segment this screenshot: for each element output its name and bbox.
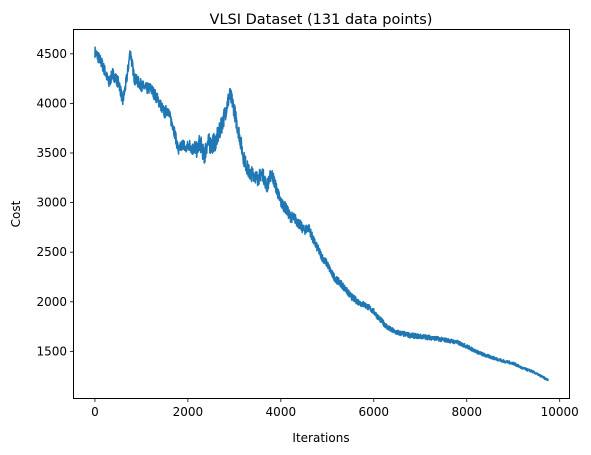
axis-ticks: 0 2000 4000 6000 8000 10000 1500 2000 2500 3000 35… [36,47,578,419]
chart-title: VLSI Dataset (131 data points) [210,12,433,28]
y-tick-label: 2000 [36,295,67,309]
y-tick-label: 4000 [36,96,67,110]
y-tick-label: 4500 [36,47,67,61]
x-tick-label: 8000 [451,405,482,419]
x-tick-label: 10000 [541,405,579,419]
series-line-cost [94,46,549,382]
y-tick-label: 2500 [36,245,67,259]
y-tick-label: 1500 [36,344,67,358]
x-tick-label: 6000 [359,405,390,419]
x-tick-label: 4000 [266,405,297,419]
y-axis-label: Cost [9,200,23,227]
x-tick-label: 2000 [173,405,204,419]
axes-frame [73,29,570,399]
y-tick-label: 3000 [36,196,67,210]
plot-area [94,46,549,382]
x-axis-label: Iterations [292,431,349,445]
x-tick-label: 0 [91,405,99,419]
y-tick-label: 3500 [36,146,67,160]
